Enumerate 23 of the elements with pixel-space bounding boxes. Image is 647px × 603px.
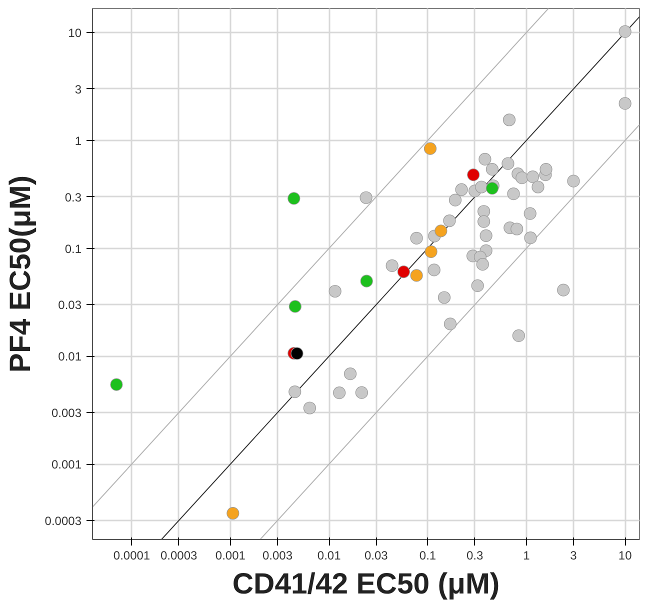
y-tick-label: 0.01 bbox=[58, 350, 82, 364]
x-tick-label: 0.001 bbox=[215, 548, 246, 562]
y-tick-label: 0.0003 bbox=[44, 514, 82, 528]
x-tick-label: 0.03 bbox=[364, 548, 388, 562]
x-tick-label: 0.0003 bbox=[160, 548, 198, 562]
x-axis-title: CD41/42 EC50 (μM) bbox=[232, 568, 500, 600]
y-tick-label: 10 bbox=[68, 26, 82, 40]
y-axis-title: PF4 EC50(μM) bbox=[4, 175, 37, 373]
x-tick-label: 3 bbox=[570, 548, 578, 562]
x-tick-label: 0.1 bbox=[419, 548, 436, 562]
x-tick-label: 10 bbox=[618, 548, 632, 562]
x-tick-label: 0.3 bbox=[466, 548, 484, 562]
y-tick-label: 0.1 bbox=[64, 242, 82, 256]
y-tick-label: 0.001 bbox=[51, 458, 82, 472]
x-tick-label: 0.0001 bbox=[113, 548, 150, 562]
x-tick-label: 1 bbox=[523, 548, 530, 562]
x-tick-label: 0.003 bbox=[262, 548, 293, 562]
x-tick-label: 0.01 bbox=[317, 548, 342, 562]
y-tick-label: 0.003 bbox=[51, 406, 82, 420]
y-tick-label: 0.03 bbox=[58, 298, 82, 312]
y-tick-label: 0.3 bbox=[64, 190, 82, 204]
y-tick-label: 3 bbox=[74, 82, 82, 96]
y-tick-label: 1 bbox=[74, 134, 82, 148]
